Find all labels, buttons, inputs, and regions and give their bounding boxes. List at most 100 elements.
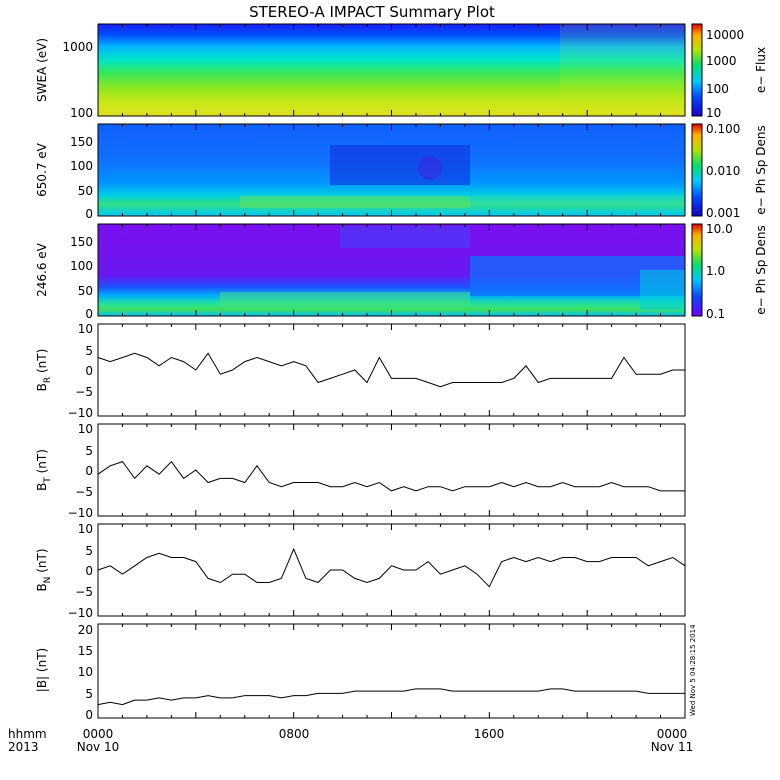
time-tick-nov11: Nov 11: [651, 740, 694, 754]
bt-ytick-m10: −10: [68, 506, 93, 520]
bmag-panel: |B| (nT) 20 15 10 5 0 Wed Nov 5 04:28:15…: [35, 623, 697, 722]
swea-cbar-tick-10: 10: [706, 106, 721, 120]
x-tick-marks: [97, 24, 686, 718]
pad246-ylabel: 246.6 eV: [35, 242, 49, 297]
bmag-ytick-5: 5: [85, 687, 93, 701]
pad246-colorbar: [691, 223, 703, 317]
br-ylabel-sub: R: [43, 377, 53, 383]
bt-ytick-10: 10: [78, 422, 93, 436]
time-tick-1600: 1600: [474, 727, 505, 741]
bt-panel: BT (nT) 10 5 0 −5 −10: [35, 422, 686, 520]
swea-cbar-label: e− Flux: [754, 47, 768, 93]
pad650-dark-band: [330, 145, 470, 185]
swea-heatmap: [98, 24, 685, 116]
pad650-cbar-label: e− Ph Sp Dens: [754, 125, 768, 214]
bn-ytick-5: 5: [85, 544, 93, 558]
bn-ytick-0: 0: [85, 564, 93, 578]
pad246-cbar-tick-10: 1.0: [706, 264, 725, 278]
bmag-frame: [97, 623, 686, 719]
pad650-ylabel: 650.7 eV: [35, 142, 49, 197]
pad246-ytick-0: 0: [85, 307, 93, 321]
time-axis: hhmm 2013 0000 Nov 10 0800 1600 0000 Nov…: [8, 727, 693, 754]
pad246-panel: 246.6 eV 150 100 50 0 10.0 1.0 0.1 e− Ph…: [35, 222, 768, 321]
bmag-ytick-20: 20: [78, 623, 93, 637]
pad650-ytick-0: 0: [85, 207, 93, 221]
pad650-ytick-150: 150: [70, 135, 93, 149]
pad246-cbar-label: e− Ph Sp Dens: [754, 225, 768, 314]
pad650-green-band: [240, 196, 470, 208]
bmag-ytick-10: 10: [78, 665, 93, 679]
bn-ylabel-main: B: [35, 583, 49, 591]
swea-colorbar: [691, 23, 703, 117]
bt-ylabel-sub: T: [43, 477, 53, 484]
br-panel: BR (nT) 10 5 0 −5 −10: [35, 322, 686, 420]
pad246-cyan-right: [640, 270, 685, 310]
br-ytick-m5: −5: [75, 385, 93, 399]
pad246-ytick-100: 100: [70, 259, 93, 273]
bn-ytick-m5: −5: [75, 585, 93, 599]
bt-ylabel: BT (nT): [35, 449, 53, 491]
pad650-dark-blob: [418, 156, 442, 180]
swea-ylabel: SWEA (eV): [35, 38, 49, 102]
swea-cbar-tick-100: 100: [706, 82, 729, 96]
br-ylabel-main: B: [35, 383, 49, 391]
br-ylabel-unit: (nT): [35, 349, 49, 377]
pad650-ytick-50: 50: [78, 184, 93, 198]
bt-frame: [97, 423, 686, 517]
swea-ytick-1000: 1000: [62, 40, 93, 54]
pad246-features: [220, 226, 685, 310]
bmag-ylabel: |B| (nT): [35, 648, 49, 692]
br-frame: [97, 323, 686, 417]
pad650-panel: 650.7 eV 150 100 50 0 0.100 0.010 0.001 …: [35, 122, 768, 221]
time-axis-label-line2: 2013: [8, 740, 39, 754]
time-tick-nov10: Nov 10: [77, 740, 120, 754]
swea-panel: SWEA (eV) 1000 100 10000 1000 100 10 e− …: [35, 23, 768, 120]
bt-ytick-m5: −5: [75, 485, 93, 499]
swea-ytick-100: 100: [70, 106, 93, 120]
timestamp-label: Wed Nov 5 04:28:15 2014: [689, 624, 697, 716]
br-ytick-10: 10: [78, 322, 93, 336]
bt-ylabel-main: B: [35, 483, 49, 491]
pad246-green-band: [220, 292, 470, 306]
br-ytick-m10: −10: [68, 406, 93, 420]
pad246-ytick-150: 150: [70, 235, 93, 249]
bn-ylabel-sub: N: [43, 577, 53, 584]
pad246-ytick-50: 50: [78, 284, 93, 298]
pad650-cbar-tick-0001: 0.001: [706, 206, 740, 220]
bn-ytick-10: 10: [78, 522, 93, 536]
br-ytick-5: 5: [85, 344, 93, 358]
br-ylabel: BR (nT): [35, 349, 53, 392]
bn-ylabel: BN (nT): [35, 548, 53, 591]
bn-ytick-m10: −10: [68, 606, 93, 620]
bt-ylabel-unit: (nT): [35, 449, 49, 477]
bn-frame: [97, 523, 686, 617]
pad246-blue-region-mid: [340, 226, 470, 248]
plot-title: STEREO-A IMPACT Summary Plot: [249, 3, 495, 21]
br-line: [97, 352, 685, 388]
bmag-ytick-0: 0: [85, 708, 93, 722]
pad650-ytick-100: 100: [70, 159, 93, 173]
bn-line: [97, 547, 686, 588]
pad650-cbar-tick-0100: 0.100: [706, 122, 740, 136]
bt-ytick-5: 5: [85, 444, 93, 458]
pad650-features: [240, 145, 685, 208]
bn-ylabel-unit: (nT): [35, 548, 49, 576]
bmag-line: [97, 688, 685, 706]
bt-ytick-0: 0: [85, 464, 93, 478]
bmag-ytick-15: 15: [78, 644, 93, 658]
time-tick-0000-start: 0000: [83, 727, 114, 741]
bn-panel: BN (nT) 10 5 0 −5 −10: [35, 522, 686, 620]
time-tick-0800: 0800: [279, 727, 310, 741]
pad650-cbar-tick-0010: 0.010: [706, 164, 740, 178]
swea-heatmap-tint: [560, 24, 685, 116]
pad246-cbar-tick-01: 0.1: [706, 307, 725, 321]
br-ytick-0: 0: [85, 364, 93, 378]
pad650-colorbar: [691, 123, 703, 217]
time-tick-0000-end: 0000: [657, 727, 688, 741]
bt-line: [97, 460, 685, 492]
swea-cbar-tick-1000: 1000: [706, 54, 737, 68]
swea-cbar-tick-10000: 10000: [706, 28, 744, 42]
time-axis-label-line1: hhmm: [8, 727, 47, 741]
pad246-cbar-tick-100: 10.0: [706, 222, 733, 236]
